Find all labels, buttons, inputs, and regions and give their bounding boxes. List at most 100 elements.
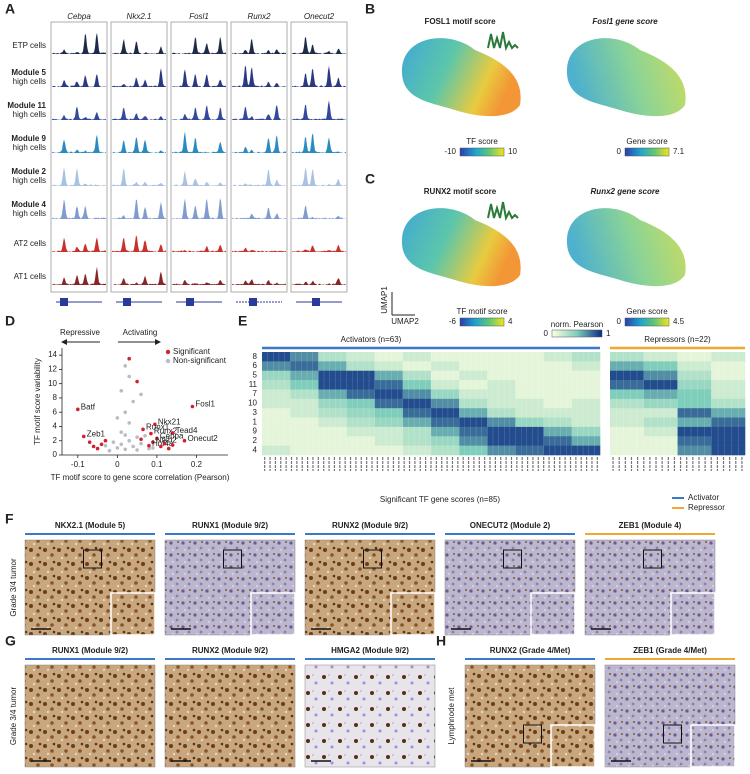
track-signal — [172, 105, 226, 120]
heatmap-cell — [643, 398, 678, 409]
y-tick-label: 0 — [53, 450, 58, 459]
heatmap-cell — [515, 389, 544, 400]
heatmap-cell — [543, 436, 573, 446]
heatmap-cell — [346, 370, 375, 381]
point — [147, 443, 151, 448]
heatmap-cell — [459, 417, 488, 428]
heatmap-cell — [431, 426, 460, 437]
track-signal — [112, 68, 166, 87]
row-label: 7 — [253, 389, 258, 398]
heatmap-cell — [290, 408, 319, 418]
colorbar — [551, 329, 603, 338]
roi-box — [643, 549, 662, 569]
heatmap-cell — [262, 417, 291, 428]
heatmap-cell — [643, 361, 678, 372]
ihc-image — [304, 664, 436, 768]
track-signal — [52, 237, 106, 252]
heatmap-cell — [543, 380, 573, 390]
heatmap-cell — [318, 408, 347, 418]
point — [123, 364, 128, 368]
point — [119, 430, 124, 434]
heatmap-cell — [374, 370, 404, 381]
heatmap-cell — [374, 445, 404, 456]
heatmap-cell — [431, 380, 460, 390]
heatmap-cell — [711, 398, 746, 409]
track-signal — [292, 133, 346, 153]
heatmap-cell — [346, 361, 375, 372]
heatmap-cell — [459, 445, 488, 456]
heatmap-cell — [515, 398, 544, 409]
heatmap-cell — [677, 445, 712, 456]
x-tick-label: 0.1 — [151, 460, 163, 469]
legend-marker — [165, 349, 171, 355]
heatmap-cell — [402, 445, 432, 456]
heatmap-cell — [515, 380, 544, 390]
heatmap-cell — [515, 370, 544, 381]
image-title: ZEB1 (Module 4) — [619, 521, 682, 530]
heatmap-cell — [643, 426, 678, 437]
point — [135, 379, 139, 384]
track-signal — [172, 244, 226, 252]
colorbar-label: Gene score — [626, 307, 668, 316]
heatmap-cell — [402, 398, 432, 409]
heatmap-cell — [431, 361, 460, 372]
content: A B C D E F G H Cebpa Nkx2.1 Fosl1 Runx2 Onecut2 ETP … — [5, 1, 746, 768]
track-label: AT1 cells — [14, 272, 46, 281]
heatmap-cell — [346, 445, 375, 456]
inset — [390, 592, 436, 636]
track-label: Module 5 — [11, 68, 46, 77]
umap-axis-label: UMAP2 — [391, 317, 419, 326]
heatmap-cell — [487, 445, 516, 456]
direction-label: Repressive — [60, 328, 101, 337]
heatmap-cell — [374, 380, 404, 390]
x-axis-label: Significant TF gene scores (n=85) — [380, 495, 500, 504]
inset — [250, 592, 296, 636]
heatmap-cell — [571, 361, 601, 372]
point — [135, 448, 139, 452]
track-frame — [50, 21, 108, 293]
track-label: ETP cells — [12, 41, 46, 50]
umap-cloud — [401, 208, 521, 287]
heatmap-cell — [318, 361, 347, 372]
heatmap-cell — [290, 352, 319, 362]
track-signal — [292, 37, 346, 54]
heatmap-cell — [571, 352, 601, 362]
point-label: Runx1 — [146, 422, 170, 431]
heatmap-cell — [402, 352, 432, 362]
row-label: 1 — [253, 417, 258, 426]
point — [127, 374, 131, 379]
heatmap-cell — [459, 370, 488, 381]
heatmap-cell — [262, 352, 291, 362]
heatmap-cell — [431, 352, 460, 362]
heatmap-cell — [610, 389, 645, 400]
heatmap-cell — [487, 398, 516, 409]
heatmap-cell — [262, 408, 291, 418]
track-signal — [172, 170, 226, 186]
inset — [690, 724, 736, 768]
heatmap-cell — [677, 436, 712, 446]
heatmap-cell — [318, 426, 347, 437]
track-frame — [110, 21, 168, 293]
track-signal — [172, 69, 226, 87]
point — [162, 441, 167, 446]
heatmap-cell — [643, 370, 678, 381]
heatmap-cell — [610, 436, 645, 446]
heatmap-cell — [346, 408, 375, 418]
point — [87, 440, 92, 444]
heatmap-cell — [677, 398, 712, 409]
colorbar-label: TF score — [466, 137, 498, 146]
x-tick-label: 0 — [115, 460, 120, 469]
image-title: ZEB1 (Grade 4/Met) — [633, 646, 707, 655]
heatmap-cell — [711, 417, 746, 428]
heatmap-cell — [677, 352, 712, 362]
heatmap-cell — [346, 380, 375, 390]
heatmap-cell — [431, 417, 460, 428]
heatmap-cell — [262, 426, 291, 437]
point — [103, 438, 108, 443]
row-label: 8 — [253, 352, 258, 361]
track-signal — [232, 65, 286, 87]
heatmap-cell — [290, 445, 319, 456]
track-signal — [232, 38, 286, 54]
heatmap-cell — [318, 352, 347, 362]
